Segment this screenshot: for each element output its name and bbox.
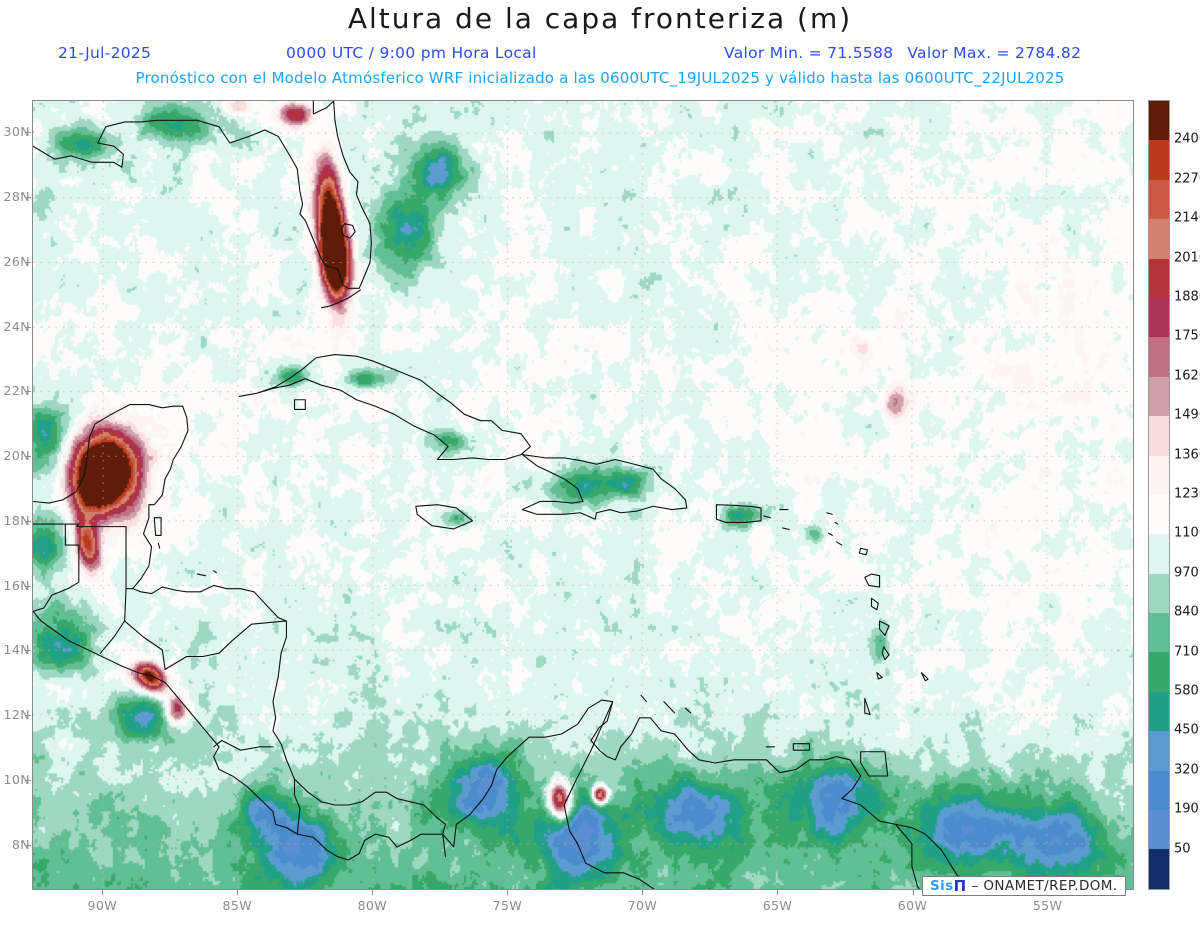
colorbar-band [1149,573,1169,614]
latitude-tick-mark [26,197,31,199]
colorbar-tick-label: 190 [1174,801,1199,817]
sispi-onamet-logo: Sis Π – ONAMET/REP.DOM. [922,876,1126,896]
latitude-tick-mark [26,650,31,652]
page-title: Altura de la capa fronteriza (m) [347,2,853,35]
longitude-tick-mark [102,890,104,895]
colorbar-band [1149,810,1169,850]
latitude-tick-label: 14N [3,642,30,658]
latitude-tick-label: 28N [3,189,30,205]
latitude-tick-mark [26,585,31,587]
colorbar-tick-label: 1490 [1174,407,1200,423]
colorbar-band [1149,179,1169,220]
longitude-tick-mark [237,890,239,895]
forecast-time: 0000 UTC / 9:00 pm Hora Local [286,44,537,62]
longitude-tick-label: 60W [897,898,928,913]
colorbar-band [1149,219,1169,259]
colorbar-band [1149,849,1169,889]
colorbar-band [1149,613,1169,653]
latitude-tick-label: 10N [3,771,30,787]
colorbar-tick-label: 1230 [1174,486,1200,502]
latitude-tick-mark [26,326,31,328]
latitude-tick-label: 30N [3,124,30,140]
colorbar [1148,100,1170,890]
longitude-tick-label: 70W [627,898,658,913]
map-plot-area[interactable] [32,100,1134,890]
latitude-tick-mark [26,715,31,717]
longitude-tick-mark [507,890,509,895]
latitude-tick-label: 22N [3,383,30,399]
subtitle-row: 21-Jul-2025 0000 UTC / 9:00 pm Hora Loca… [0,44,1200,66]
longitude-tick-label: 90W [87,898,117,913]
colorbar-tick-label: 1880 [1174,289,1200,305]
latitude-tick-mark [26,520,31,522]
latitude-tick-label: 8N [11,836,30,852]
longitude-tick-mark [912,890,914,895]
latitude-tick-label: 12N [3,707,30,723]
colorbar-tick-label: 2140 [1174,210,1200,226]
colorbar-tick-label: 1620 [1174,368,1200,384]
colorbar-tick-label: 2270 [1174,171,1200,187]
colorbar-band [1149,691,1169,732]
colorbar-tick-label: 970 [1174,565,1199,581]
latitude-tick-mark [26,132,31,134]
latitude-tick-label: 24N [3,318,30,334]
colorbar-band [1149,337,1169,377]
longitude-tick-mark [372,890,374,895]
colorbar-tick-label: 2400 [1174,131,1200,147]
longitude-tick-mark [777,890,779,895]
valor-min: Valor Min. = 71.5588 [724,44,894,62]
latitude-tick-mark [26,456,31,458]
latitude-tick-mark [26,844,31,846]
colorbar-tick-labels: 2400 2270 2140 2010 1880 1750 1620 1490 1360 1230… [1174,100,1200,890]
colorbar-band [1149,534,1169,574]
colorbar-tick-label: 1100 [1174,525,1200,541]
colorbar-tick-label: 1360 [1174,447,1200,463]
colorbar-band [1149,494,1169,535]
latitude-tick-label: 18N [3,512,30,528]
forecast-date: 21-Jul-2025 [58,44,152,62]
colorbar-band [1149,376,1169,417]
logo-sis-text: Sis [930,878,954,894]
latitude-tick-mark [26,391,31,393]
colorbar-tick-label: 450 [1174,722,1199,738]
colorbar-tick-label: 710 [1174,644,1199,660]
coastline-overlay [33,101,1014,889]
colorbar-band [1149,258,1169,298]
latitude-tick-mark [26,779,31,781]
colorbar-band [1149,101,1169,141]
colorbar-band [1149,455,1169,495]
model-caption: Pronóstico con el Modelo Atmósferico WRF… [135,69,1065,87]
colorbar-tick-label: 1750 [1174,328,1200,344]
latitude-tick-mark [26,261,31,263]
latitude-tick-label: 16N [3,577,30,593]
longitude-tick-label: 55W [1032,898,1063,913]
colorbar-tick-label: 580 [1174,683,1199,699]
valor-max: Valor Max. = 2784.82 [907,44,1082,62]
colorbar-band [1149,416,1169,456]
colorbar-tick-label: 2010 [1174,250,1200,266]
colorbar-tick-label: 50 [1174,841,1191,857]
longitude-tick-label: 85W [222,898,252,913]
colorbar-band [1149,770,1169,811]
logo-org-text: – ONAMET/REP.DOM. [971,878,1118,894]
longitude-tick-label: 80W [357,898,388,913]
boundary-layer-height-field [33,101,1133,889]
colorbar-tick-label: 320 [1174,762,1199,778]
logo-pi-icon: Π [953,877,967,895]
longitude-tick-mark [642,890,644,895]
longitude-tick-label: 65W [762,898,793,913]
latitude-tick-label: 20N [3,448,30,464]
colorbar-tick-label: 840 [1174,604,1199,620]
colorbar-band [1149,297,1169,338]
value-range: Valor Min. = 71.5588 Valor Max. = 2784.82 [724,44,1081,62]
colorbar-band [1149,652,1169,692]
colorbar-band [1149,731,1169,771]
colorbar-band [1149,140,1169,180]
latitude-tick-label: 26N [3,253,30,269]
longitude-tick-label: 75W [492,898,523,913]
